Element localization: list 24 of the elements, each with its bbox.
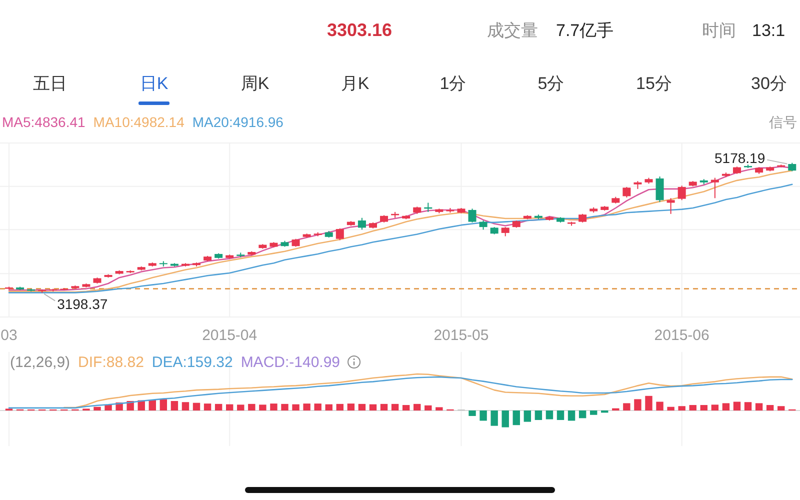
x-tick-label: 2015-04 [202,327,258,344]
text: 3303.16 [327,20,392,40]
text: 月K [340,74,370,93]
text: 时间 [702,21,736,40]
text: 周K [240,74,270,93]
text: 7.7亿手 [556,21,614,40]
text: 30分 [751,74,787,93]
legend-row: MA5:4836.41 MA10:4982.14 MA20:4916.96 [2,114,284,130]
legend-row: (12,26,9) DIF:88.82 DEA:159.32 MACD:-140.99 [10,354,340,371]
x-tick-label: 2015-05 [434,327,489,344]
text: 成交量 [487,21,538,40]
annotation: 5178.19 [714,150,788,166]
text: 日K [140,74,169,93]
text: 信号 [769,114,797,130]
text: 五日 [33,74,67,93]
text: 13:1 [752,21,786,40]
x-tick-label: 03 [0,327,18,344]
annotation: 3198.37 [57,296,108,312]
annotation: 3198.37 [44,293,108,312]
annotation: 5178.19 [714,150,766,166]
x-tick-label: 2015-06 [654,327,710,344]
text: 15分 [636,74,672,93]
text: 1分 [440,74,466,93]
text: 5分 [538,74,564,93]
